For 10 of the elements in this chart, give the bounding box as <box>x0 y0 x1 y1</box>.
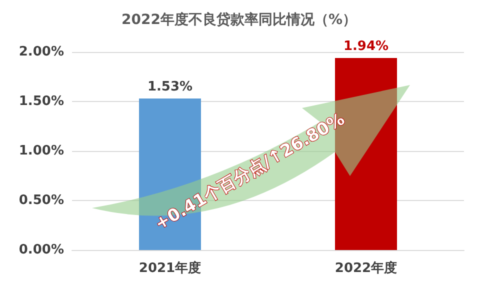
data-label: 1.53% <box>147 80 193 95</box>
y-tick-label: 1.00% <box>18 144 64 158</box>
y-tick-label: 2.00% <box>18 44 64 60</box>
x-tick-label: 2022年度 <box>334 260 398 276</box>
y-tick-label: 0.50% <box>18 193 64 208</box>
chart-title: 2022年度不良贷款率同比情况（%） <box>122 11 356 28</box>
y-tick-label: 1.50% <box>18 94 64 109</box>
data-label: 1.94% <box>343 38 389 54</box>
x-tick-label: 2021年度 <box>138 260 202 276</box>
y-tick-label: 0.00% <box>18 242 64 258</box>
